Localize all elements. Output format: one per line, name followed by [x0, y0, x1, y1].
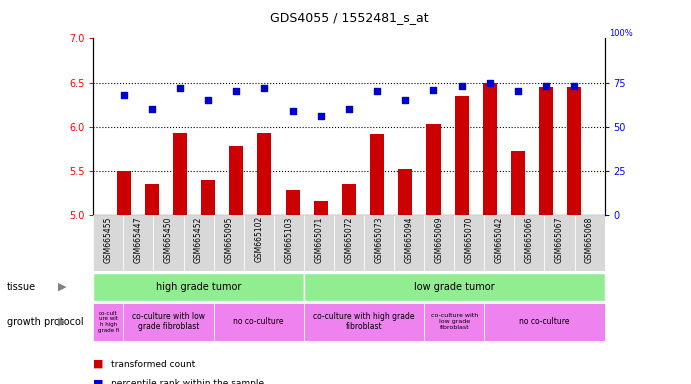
Text: low grade tumor: low grade tumor [414, 282, 495, 292]
Text: 100%: 100% [609, 30, 632, 38]
Bar [539, 87, 553, 215]
Text: GSM665042: GSM665042 [495, 216, 504, 263]
Text: GSM665452: GSM665452 [194, 216, 203, 263]
FancyBboxPatch shape [454, 215, 484, 271]
Text: GSM665095: GSM665095 [224, 216, 233, 263]
Text: GSM665069: GSM665069 [435, 216, 444, 263]
Text: percentile rank within the sample: percentile rank within the sample [111, 379, 264, 384]
Text: GSM665450: GSM665450 [164, 216, 173, 263]
FancyBboxPatch shape [484, 215, 514, 271]
Text: GSM665072: GSM665072 [344, 216, 354, 263]
Text: tissue: tissue [7, 282, 36, 292]
Text: GSM665067: GSM665067 [555, 216, 564, 263]
FancyBboxPatch shape [274, 215, 304, 271]
Bar [455, 96, 468, 215]
Text: co-culture with low
grade fibroblast: co-culture with low grade fibroblast [132, 312, 205, 331]
Bar [285, 190, 300, 215]
Text: GSM665070: GSM665070 [465, 216, 474, 263]
FancyBboxPatch shape [545, 215, 574, 271]
Text: GSM665447: GSM665447 [134, 216, 143, 263]
Bar [567, 87, 581, 215]
Bar [398, 169, 413, 215]
FancyBboxPatch shape [364, 215, 394, 271]
Text: GSM665094: GSM665094 [405, 216, 414, 263]
Text: co-culture with
low grade
fibroblast: co-culture with low grade fibroblast [430, 313, 478, 330]
FancyBboxPatch shape [153, 215, 184, 271]
FancyBboxPatch shape [244, 215, 274, 271]
Bar [144, 184, 159, 215]
FancyBboxPatch shape [304, 273, 605, 301]
Bar [426, 124, 441, 215]
Point [146, 106, 158, 112]
Text: ▶: ▶ [58, 317, 66, 327]
FancyBboxPatch shape [304, 303, 424, 341]
Text: no co-culture: no co-culture [234, 317, 284, 326]
Text: growth protocol: growth protocol [7, 317, 84, 327]
Text: GSM665455: GSM665455 [104, 216, 113, 263]
Point [428, 86, 439, 93]
Text: GDS4055 / 1552481_s_at: GDS4055 / 1552481_s_at [269, 12, 428, 25]
FancyBboxPatch shape [214, 215, 244, 271]
FancyBboxPatch shape [184, 215, 214, 271]
Bar [511, 151, 525, 215]
FancyBboxPatch shape [93, 273, 304, 301]
Point [343, 106, 354, 112]
Point [569, 83, 580, 89]
Point [231, 88, 242, 94]
Bar [173, 133, 187, 215]
Bar [483, 83, 497, 215]
FancyBboxPatch shape [574, 215, 605, 271]
Point [315, 113, 326, 119]
Bar [229, 146, 243, 215]
FancyBboxPatch shape [394, 215, 424, 271]
Point [287, 108, 298, 114]
Point [372, 88, 383, 94]
FancyBboxPatch shape [424, 303, 484, 341]
Text: no co-culture: no co-culture [519, 317, 569, 326]
Bar [342, 184, 356, 215]
Text: ■: ■ [93, 359, 104, 369]
Bar [314, 201, 328, 215]
Text: ■: ■ [93, 378, 104, 384]
Point [174, 85, 185, 91]
FancyBboxPatch shape [484, 303, 605, 341]
Text: GSM665102: GSM665102 [254, 216, 263, 262]
Point [259, 85, 270, 91]
Point [513, 88, 524, 94]
Text: co-culture with high grade
fibroblast: co-culture with high grade fibroblast [313, 312, 415, 331]
Bar [201, 180, 215, 215]
Bar [117, 171, 131, 215]
Bar [370, 134, 384, 215]
FancyBboxPatch shape [214, 303, 304, 341]
Text: GSM665073: GSM665073 [375, 216, 384, 263]
FancyBboxPatch shape [93, 303, 124, 341]
Point [400, 97, 411, 103]
FancyBboxPatch shape [424, 215, 454, 271]
Text: co-cult
ure wit
h high
grade fi: co-cult ure wit h high grade fi [97, 311, 119, 333]
Text: transformed count: transformed count [111, 359, 195, 369]
Text: ▶: ▶ [58, 282, 66, 292]
Text: GSM665103: GSM665103 [284, 216, 293, 263]
FancyBboxPatch shape [93, 215, 124, 271]
FancyBboxPatch shape [514, 215, 545, 271]
Point [118, 92, 129, 98]
Point [484, 79, 495, 86]
Point [540, 83, 551, 89]
FancyBboxPatch shape [304, 215, 334, 271]
Bar [257, 133, 272, 215]
Text: GSM665071: GSM665071 [314, 216, 323, 263]
Point [456, 83, 467, 89]
FancyBboxPatch shape [124, 215, 153, 271]
FancyBboxPatch shape [334, 215, 364, 271]
Text: high grade tumor: high grade tumor [156, 282, 241, 292]
FancyBboxPatch shape [124, 303, 214, 341]
Point [202, 97, 214, 103]
Text: GSM665068: GSM665068 [585, 216, 594, 263]
Text: GSM665066: GSM665066 [525, 216, 534, 263]
